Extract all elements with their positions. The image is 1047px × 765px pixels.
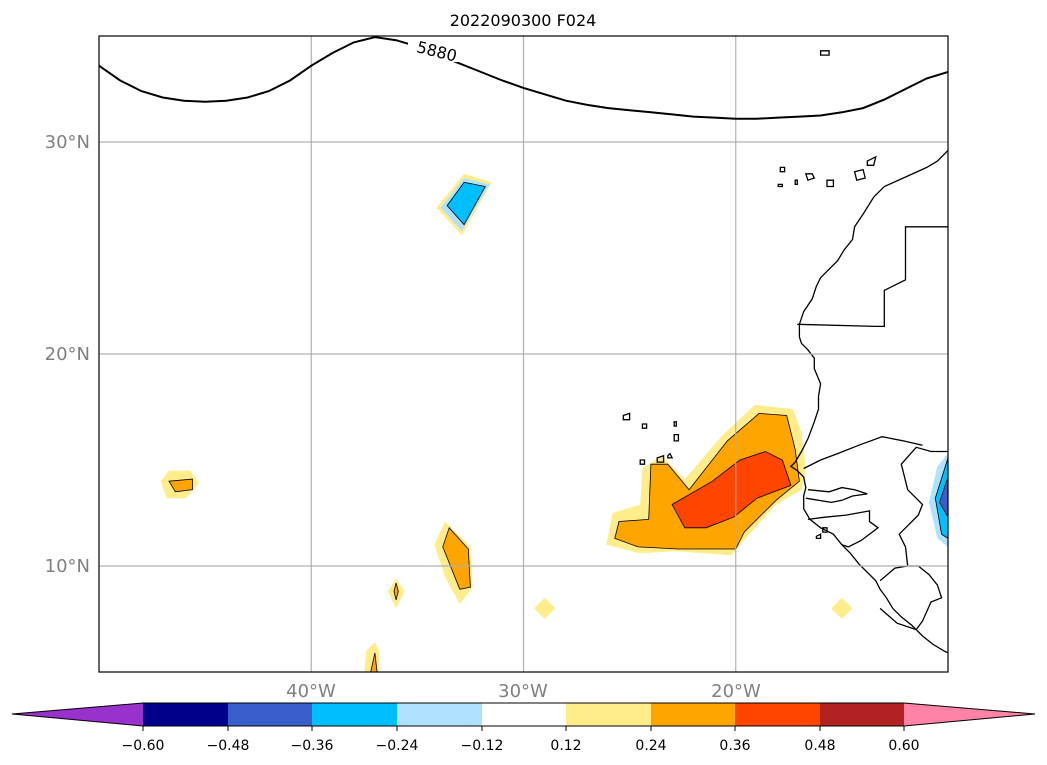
coastline-segment — [879, 565, 943, 631]
anomaly-region — [671, 451, 792, 529]
anomaly-region — [831, 597, 853, 619]
colorbar-tick-label: −0.36 — [291, 738, 334, 754]
colorbar-ticks — [142, 726, 905, 731]
colorbar-tick-label: −0.12 — [461, 738, 504, 754]
island-outline — [853, 168, 866, 181]
colorbar-tick-label: −0.24 — [376, 738, 419, 754]
colorbar-swatch — [651, 703, 735, 726]
anomaly-region — [393, 582, 399, 601]
island-outline — [673, 433, 680, 442]
lat-label-10n: 10°N — [45, 556, 90, 577]
height-contour-5880 — [99, 36, 948, 120]
island-outline — [673, 421, 677, 427]
lon-label-40w: 40°W — [286, 681, 336, 702]
colorbar-tick-label: 0.24 — [635, 738, 666, 754]
island-outline — [667, 452, 674, 459]
island-outline — [779, 166, 786, 173]
colorbar-swatch — [312, 703, 397, 726]
anomaly-fill-layer — [160, 173, 948, 672]
colorbar-tick-label: 0.60 — [888, 738, 919, 754]
anomaly-region — [614, 412, 800, 550]
lon-label-20w: 20°W — [711, 681, 761, 702]
colorbar-tick-label: −0.60 — [122, 738, 165, 754]
gridline-layer — [99, 36, 948, 672]
island-outline — [804, 173, 816, 182]
colorbar-swatch — [566, 703, 651, 726]
map-content: 5880 — [99, 36, 948, 672]
colorbar-swatch — [820, 703, 904, 726]
island-outline — [641, 423, 648, 429]
island-outline — [622, 412, 631, 421]
colorbar: −0.60 −0.48 −0.36 −0.24 −0.12 0.12 0.24 … — [11, 702, 1036, 754]
anomaly-region — [534, 597, 556, 619]
colorbar-tick-label: 0.12 — [550, 738, 581, 754]
colorbar-extend-max — [904, 703, 1035, 726]
map-frame — [98, 35, 949, 673]
colorbar-extend-min — [12, 703, 143, 726]
coastline-segment — [805, 486, 868, 504]
colorbar-swatch — [735, 703, 820, 726]
coastline-segment — [803, 436, 923, 470]
island-outline — [794, 179, 798, 186]
lat-label-30n: 30°N — [45, 132, 90, 153]
coastline-layer — [622, 50, 948, 654]
colorbar-swatch — [482, 703, 566, 726]
lat-label-20n: 20°N — [45, 344, 90, 365]
anomaly-region — [442, 527, 471, 590]
island-outline — [819, 50, 830, 56]
island-outline — [656, 454, 665, 463]
island-outline — [815, 533, 822, 540]
island-outline — [866, 155, 877, 166]
island-outline — [639, 459, 646, 465]
colorbar-tick-label: 0.48 — [804, 738, 835, 754]
anomaly-region — [370, 652, 378, 672]
figure-title: 2022090300 F024 — [450, 11, 597, 30]
colorbar-tick-label: 0.36 — [719, 738, 750, 754]
coastline-segment — [797, 226, 948, 328]
island-outline — [777, 183, 784, 188]
coastline-segment — [789, 150, 948, 654]
colorbar-tick-label: −0.48 — [207, 738, 250, 754]
anomaly-region — [168, 478, 193, 493]
anomaly-region — [939, 476, 948, 519]
anomaly-region — [446, 181, 486, 226]
island-outline — [822, 527, 828, 533]
coastline-segment — [898, 446, 948, 567]
lon-label-30w: 30°W — [498, 681, 548, 702]
contour-label-background — [408, 38, 468, 62]
colorbar-swatch — [397, 703, 482, 726]
island-outline — [826, 179, 835, 188]
coastline-segment — [807, 510, 880, 548]
colorbar-swatch — [228, 703, 312, 726]
colorbar-swatch — [143, 703, 228, 726]
